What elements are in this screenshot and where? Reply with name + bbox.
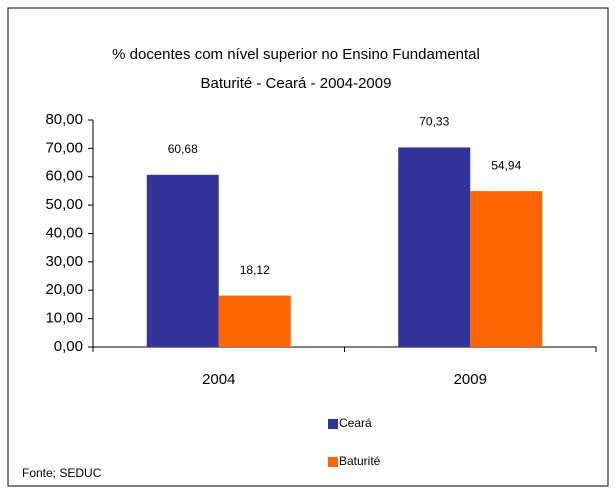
source-note: Fonte; SEDUC bbox=[22, 466, 102, 480]
value-label: 60,68 bbox=[168, 142, 198, 156]
bar bbox=[398, 147, 471, 347]
bar bbox=[218, 295, 291, 347]
y-tick-label: 20,00 bbox=[45, 281, 83, 298]
bar bbox=[146, 174, 219, 347]
y-tick-label: 50,00 bbox=[45, 196, 83, 213]
x-tick-label: 2004 bbox=[202, 371, 235, 388]
legend-swatch bbox=[328, 457, 338, 467]
chart-subtitle: Baturité - Ceará - 2004-2009 bbox=[201, 75, 392, 92]
legend-label: Ceará bbox=[339, 416, 372, 430]
x-tick-label: 2009 bbox=[454, 371, 487, 388]
y-tick-label: 40,00 bbox=[45, 224, 83, 241]
y-tick-label: 0,00 bbox=[54, 338, 83, 355]
legend-swatch bbox=[328, 419, 338, 429]
chart-title: % docentes com nível superior no Ensino … bbox=[112, 46, 480, 63]
value-label: 18,12 bbox=[240, 263, 270, 277]
value-label: 54,94 bbox=[491, 158, 521, 172]
y-tick-label: 60,00 bbox=[45, 168, 83, 185]
value-label: 70,33 bbox=[419, 115, 449, 129]
y-tick-label: 70,00 bbox=[45, 139, 83, 156]
y-tick-label: 80,00 bbox=[45, 111, 83, 128]
legend-label: Baturité bbox=[339, 454, 381, 468]
y-tick-label: 10,00 bbox=[45, 310, 83, 327]
y-tick-label: 30,00 bbox=[45, 253, 83, 270]
bar bbox=[470, 191, 543, 347]
